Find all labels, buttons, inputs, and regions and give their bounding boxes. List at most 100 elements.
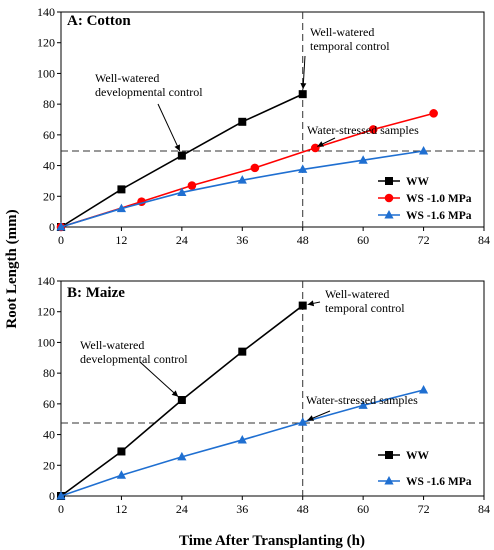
arrow-head-icon — [300, 83, 307, 90]
series-line-ws-1-6-mpa — [60, 150, 424, 228]
data-point — [237, 175, 247, 184]
legend-marker — [384, 210, 394, 219]
annotation-text: Well-watered — [80, 338, 144, 352]
legend-marker — [384, 193, 394, 203]
data-point — [177, 187, 187, 196]
x-tick-label: 72 — [418, 502, 430, 516]
x-axis-title: Time After Transplanting (h) — [179, 533, 365, 549]
x-tick-label: 24 — [176, 502, 188, 516]
data-point — [56, 491, 66, 500]
y-tick-label: 80 — [43, 366, 55, 380]
x-tick-label: 48 — [297, 233, 309, 247]
y-tick-label: 120 — [37, 305, 55, 319]
x-tick-label: 84 — [478, 233, 490, 247]
y-tick-label: 120 — [37, 36, 55, 50]
panel-title: A: Cotton — [67, 13, 131, 29]
panel-cotton: 0 20 40 60 80 100 120 140 0 12 24 36 48 60 72 84 A: Cott… — [37, 5, 490, 247]
data-point — [177, 451, 187, 461]
data-point — [177, 151, 186, 160]
x-tick-label: 0 — [58, 502, 64, 516]
legend: WW WS -1.0 MPa WS -1.6 MPa — [378, 176, 472, 222]
panel-maize: 0 20 40 60 80 100 120 140 0 12 24 36 48 60 72 84 B: Maiz… — [37, 274, 490, 516]
plot-frame — [60, 11, 485, 228]
arrow-head-icon — [307, 415, 315, 421]
annotation-text: Water-stressed samples — [306, 393, 418, 407]
x-tick-label: 36 — [236, 233, 248, 247]
legend-marker — [385, 177, 393, 185]
x-tick-label: 36 — [236, 502, 248, 516]
y-tick-label: 20 — [43, 189, 55, 203]
data-point — [238, 117, 247, 126]
y-tick-label: 40 — [43, 159, 55, 173]
data-point — [116, 470, 127, 479]
data-point — [177, 396, 186, 405]
series-line-ww — [60, 93, 304, 228]
y-tick-label: 60 — [43, 397, 55, 411]
x-tick-label: 0 — [58, 233, 64, 247]
annotation-text: developmental control — [80, 352, 188, 366]
data-point — [298, 90, 307, 99]
legend-entry: WS -1.6 MPa — [406, 476, 472, 488]
data-point — [418, 145, 429, 155]
y-tick-label: 60 — [43, 128, 55, 142]
x-tick-label: 48 — [297, 502, 309, 516]
annotation-text: Water-stressed samples — [307, 123, 419, 137]
annotation-arrow — [157, 103, 181, 152]
data-point — [187, 181, 197, 190]
legend-entry: WS -1.6 MPa — [406, 210, 472, 222]
data-point — [418, 385, 429, 394]
x-tick-label: 24 — [176, 233, 188, 247]
y-tick-label: 140 — [37, 5, 55, 19]
x-tick-label: 60 — [357, 502, 369, 516]
annotation-text: Well-watered — [310, 25, 374, 39]
data-point — [237, 434, 247, 444]
data-point — [298, 301, 307, 310]
arrow-head-icon — [171, 390, 179, 397]
arrow-head-icon — [317, 141, 324, 147]
data-point — [117, 185, 126, 194]
data-point — [250, 163, 260, 173]
annotation-text: temporal control — [325, 301, 405, 315]
y-tick-label: 20 — [43, 458, 55, 472]
data-point — [298, 417, 308, 426]
data-point — [429, 109, 438, 118]
x-tick-label: 72 — [418, 233, 430, 247]
annotation-arrow — [139, 361, 179, 398]
data-point — [238, 347, 247, 356]
plot-frame — [60, 280, 485, 497]
data-point — [311, 143, 320, 153]
legend-marker — [384, 476, 394, 485]
x-tick-label: 60 — [357, 233, 369, 247]
y-tick-label: 0 — [49, 489, 55, 503]
data-point — [358, 155, 368, 164]
y-axis-title: Root Length (mm) — [4, 209, 20, 328]
y-tick-label: 0 — [49, 220, 55, 234]
legend-entry: WW — [406, 176, 430, 188]
annotation: Water-stressed samples — [307, 123, 419, 147]
x-tick-label: 84 — [478, 502, 490, 516]
data-point — [298, 164, 308, 173]
arrow-head-icon — [307, 300, 315, 307]
annotation-text: temporal control — [310, 39, 390, 53]
annotation: Water-stressed samples — [306, 393, 418, 421]
data-point — [116, 203, 127, 213]
data-point — [117, 447, 126, 456]
legend-marker — [385, 451, 393, 459]
annotation-text: Well-watered — [325, 287, 389, 301]
y-tick-label: 40 — [43, 428, 55, 442]
x-tick-label: 12 — [115, 233, 127, 247]
data-point — [56, 222, 66, 231]
y-tick-label: 100 — [37, 66, 55, 80]
x-tick-label: 12 — [115, 502, 127, 516]
legend-entry: WS -1.0 MPa — [406, 193, 472, 205]
legend: WW WS -1.6 MPa — [378, 450, 472, 488]
y-tick-label: 100 — [37, 335, 55, 349]
panel-title: B: Maize — [67, 285, 125, 301]
annotation-text: developmental control — [95, 85, 203, 99]
data-point — [358, 400, 368, 409]
